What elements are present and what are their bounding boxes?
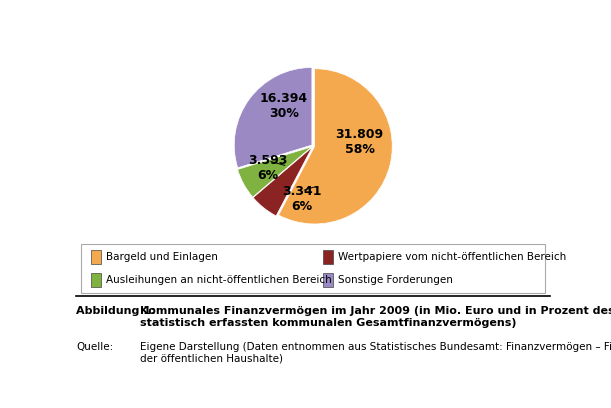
Text: 3.593
6%: 3.593 6%	[249, 154, 288, 182]
Text: 16.394
30%: 16.394 30%	[260, 92, 308, 120]
Text: Kommunales Finanzvermögen im Jahr 2009 (in Mio. Euro und in Prozent des
statisti: Kommunales Finanzvermögen im Jahr 2009 (…	[141, 306, 611, 328]
Bar	[323, 273, 333, 287]
Bar	[323, 250, 333, 264]
Bar	[90, 273, 101, 287]
Text: Wertpapiere vom nicht-öffentlichen Bereich: Wertpapiere vom nicht-öffentlichen Berei…	[338, 252, 566, 262]
Text: Bargeld und Einlagen: Bargeld und Einlagen	[106, 252, 218, 262]
Wedge shape	[279, 69, 392, 224]
Wedge shape	[238, 147, 312, 197]
Text: Eigene Darstellung (Daten entnommen aus Statistisches Bundesamt: Finanzvermögen : Eigene Darstellung (Daten entnommen aus …	[141, 342, 611, 364]
Text: Abbildung 1:: Abbildung 1:	[76, 306, 156, 316]
Text: 31.809
58%: 31.809 58%	[335, 128, 384, 156]
Wedge shape	[253, 147, 312, 216]
Text: Ausleihungen an nicht-öffentlichen Bereich: Ausleihungen an nicht-öffentlichen Berei…	[106, 275, 332, 285]
Bar	[90, 250, 101, 264]
Text: Sonstige Forderungen: Sonstige Forderungen	[338, 275, 453, 285]
Wedge shape	[234, 67, 312, 168]
Text: 3.341
6%: 3.341 6%	[282, 185, 321, 213]
Text: Quelle:: Quelle:	[76, 342, 114, 353]
